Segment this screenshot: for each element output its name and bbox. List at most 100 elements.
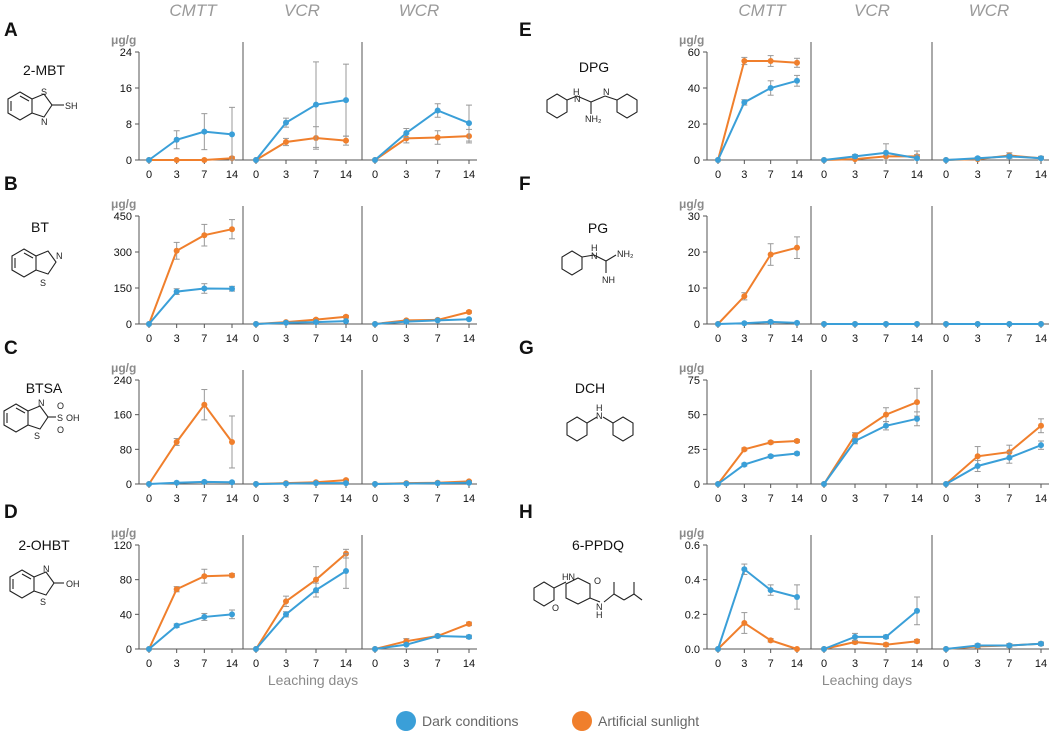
y-tick-label-a: 0 — [126, 155, 132, 167]
data-point-dark-e-wcr — [943, 157, 949, 163]
x-tick-label-c: 14 — [226, 493, 238, 505]
x-tick-label-g: 3 — [852, 493, 858, 505]
x-tick-label-a: 7 — [435, 169, 441, 181]
xlabel-left: Leaching days — [268, 672, 358, 688]
x-tick-label-e: 0 — [715, 169, 721, 181]
y-tick-label-d: 0 — [126, 644, 132, 656]
data-point-dark-h-vcr — [883, 633, 889, 640]
data-point-dark-g-wcr — [974, 462, 981, 469]
column-title-vcr-left: VCR — [284, 1, 320, 20]
x-tick-label-d: 0 — [146, 658, 152, 670]
data-point-dark-b-wcr — [434, 317, 441, 324]
panel-letter-c: C — [4, 338, 18, 359]
compound-name-h: 6-PPDQ — [572, 537, 624, 553]
molecule-2ohbt-structure: N S OH — [9, 564, 80, 607]
panel-letter-a: A — [4, 20, 18, 41]
series-line-dark-f-cmtt — [717, 320, 798, 325]
series-line-sun-h-vcr — [823, 640, 918, 650]
panel-letter-b: B — [4, 174, 18, 195]
svg-text:H: H — [596, 403, 603, 413]
data-point-sun-e-cmtt — [741, 58, 748, 64]
data-point-sun-g-cmtt — [794, 438, 800, 445]
svg-text:H: H — [573, 87, 580, 97]
data-point-dark-e-vcr — [883, 149, 889, 156]
x-tick-label-c: 7 — [435, 493, 441, 505]
molecule-dch-structure: HN — [566, 403, 634, 442]
compound-name-a: 2-MBT — [23, 62, 65, 78]
x-tick-label-e: 14 — [791, 169, 803, 181]
data-point-dark-b-wcr — [466, 316, 472, 323]
series-line-dark-e-cmtt — [717, 79, 798, 161]
svg-text:O: O — [57, 425, 64, 435]
x-tick-label-b: 14 — [463, 333, 475, 345]
data-point-sun-h-cmtt — [767, 637, 774, 644]
data-point-sun-d-wcr — [466, 620, 472, 627]
data-point-dark-c-wcr — [434, 480, 441, 487]
svg-text:OH: OH — [66, 413, 80, 423]
column-title-cmtt-right: CMTT — [738, 1, 787, 20]
column-title-wcr-right: WCR — [969, 1, 1010, 20]
data-point-sun-c-cmtt — [201, 401, 208, 408]
column-title-cmtt-left: CMTT — [169, 1, 218, 20]
x-tick-label-c: 14 — [340, 493, 352, 505]
data-point-dark-g-vcr — [914, 415, 920, 422]
series-line-dark-g-vcr — [823, 417, 918, 485]
y-tick-label-f: 0 — [694, 319, 700, 331]
data-point-dark-b-wcr — [403, 318, 410, 325]
y-tick-label-g: 50 — [688, 410, 700, 422]
data-point-dark-c-vcr — [343, 480, 349, 487]
series-line-sun-b-cmtt — [148, 228, 233, 325]
y-tick-label-d: 120 — [114, 540, 132, 552]
data-point-dark-h-cmtt — [767, 587, 774, 594]
x-tick-label-h: 14 — [911, 658, 923, 670]
y-tick-label-d: 80 — [120, 575, 132, 587]
data-point-sun-d-vcr — [283, 598, 289, 605]
data-point-dark-h-wcr — [974, 642, 981, 649]
data-point-dark-a-wcr — [434, 107, 441, 114]
data-point-sun-f-cmtt — [741, 293, 748, 300]
legend-marker-dark — [396, 711, 416, 731]
data-point-dark-a-vcr — [343, 97, 349, 104]
data-point-sun-g-vcr — [883, 411, 889, 418]
data-point-sun-g-vcr — [914, 399, 920, 406]
x-tick-label-b: 14 — [226, 333, 238, 345]
data-point-dark-b-vcr — [283, 319, 289, 326]
x-tick-label-g: 14 — [791, 493, 803, 505]
x-tick-label-c: 3 — [174, 493, 180, 505]
y-tick-label-e: 60 — [688, 47, 700, 59]
data-point-dark-h-cmtt — [741, 566, 748, 573]
x-tick-label-a: 3 — [403, 169, 409, 181]
x-tick-label-g: 7 — [883, 493, 889, 505]
y-tick-label-h: 0.6 — [685, 540, 700, 552]
data-point-dark-g-vcr — [883, 422, 889, 429]
data-point-sun-a-cmtt — [201, 157, 208, 163]
data-point-sun-g-cmtt — [741, 446, 748, 453]
x-tick-label-f: 3 — [741, 333, 747, 345]
x-tick-label-g: 14 — [1035, 493, 1047, 505]
data-point-dark-c-vcr — [253, 481, 259, 487]
x-tick-label-h: 3 — [741, 658, 747, 670]
data-point-dark-g-cmtt — [741, 461, 748, 468]
x-tick-label-f: 14 — [911, 333, 923, 345]
series-line-dark-h-vcr — [823, 610, 918, 650]
data-point-dark-d-cmtt — [146, 646, 152, 652]
x-tick-label-e: 14 — [1035, 169, 1047, 181]
data-point-dark-c-vcr — [313, 480, 319, 487]
series-line-dark-b-wcr — [374, 318, 470, 325]
series-line-dark-d-vcr — [255, 570, 347, 650]
x-tick-label-b: 3 — [283, 333, 289, 345]
x-tick-label-e: 3 — [852, 169, 858, 181]
data-point-dark-a-wcr — [403, 130, 410, 136]
series-line-sun-g-cmtt — [717, 440, 798, 485]
x-tick-label-b: 14 — [340, 333, 352, 345]
x-tick-label-b: 0 — [146, 333, 152, 345]
x-tick-label-g: 14 — [911, 493, 923, 505]
data-point-sun-g-wcr — [1038, 422, 1044, 429]
y-tick-label-c: 240 — [114, 375, 132, 387]
data-point-sun-a-wcr — [403, 135, 410, 142]
data-point-dark-g-wcr — [1006, 454, 1013, 461]
svg-text:H: H — [591, 243, 598, 253]
series-line-dark-a-vcr — [255, 99, 347, 161]
series-line-sun-d-cmtt — [148, 574, 233, 650]
x-tick-label-c: 0 — [146, 493, 152, 505]
